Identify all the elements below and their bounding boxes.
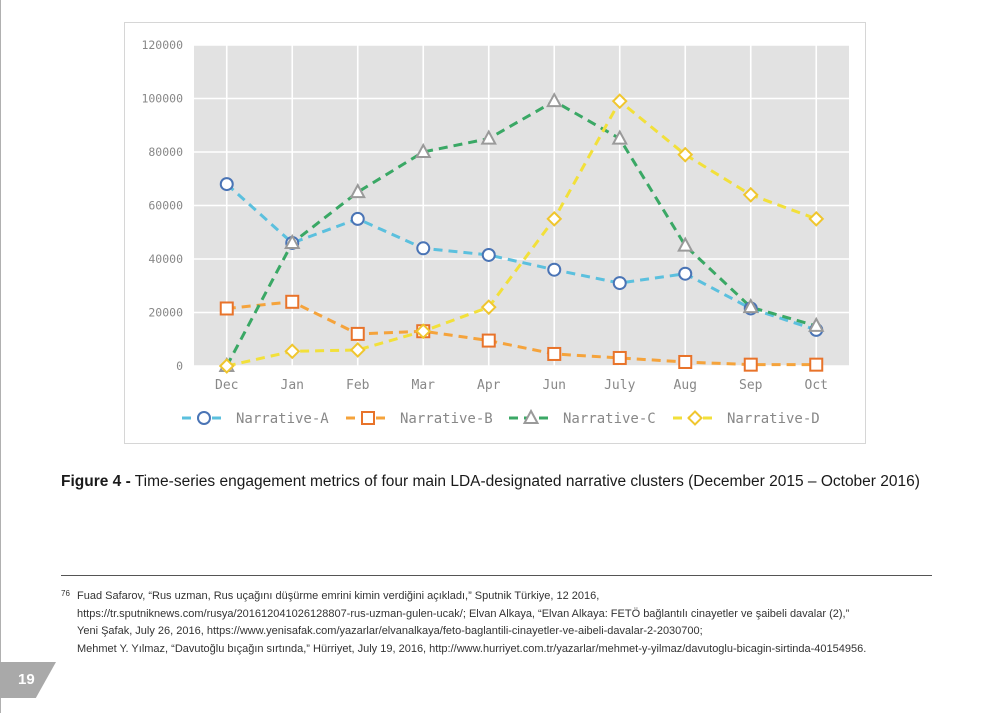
data-point-narrative-d bbox=[480, 299, 497, 316]
footnote-line[interactable]: Mehmet Y. Yılmaz, “Davutoğlu bıçağın sır… bbox=[77, 642, 867, 655]
line-chart: 0 20000 40000 60000 80000 100000 120000 Dec Jan F… bbox=[141, 38, 849, 427]
legend-label: Narrative-A bbox=[236, 411, 329, 427]
data-point-narrative-d bbox=[349, 342, 366, 358]
legend-marker bbox=[687, 410, 703, 426]
y-tick-label: 40000 bbox=[148, 252, 183, 266]
data-point-narrative-b bbox=[481, 333, 496, 348]
legend-marker bbox=[197, 411, 211, 425]
data-point-narrative-b bbox=[809, 357, 824, 372]
data-point-narrative-d bbox=[611, 93, 628, 110]
footnote: 76 Fuad Safarov, “Rus uzman, Rus uçağını… bbox=[61, 588, 941, 658]
data-point-narrative-a bbox=[219, 177, 234, 192]
footnote-line[interactable]: https://tr.sputniknews.com/rusya/2016120… bbox=[77, 607, 850, 620]
footnote-divider bbox=[61, 575, 932, 576]
data-point-narrative-d bbox=[546, 210, 563, 227]
series-line-narrative-b bbox=[226, 300, 817, 367]
data-point-narrative-a bbox=[612, 276, 627, 291]
legend-label: Narrative-B bbox=[400, 411, 493, 427]
y-tick-label: 120000 bbox=[141, 38, 183, 52]
x-tick-label: Sep bbox=[739, 378, 763, 393]
x-tick-label: Aug bbox=[674, 378, 697, 393]
page-edge-rule bbox=[0, 0, 1, 713]
footnote-line: Fuad Safarov, “Rus uzman, Rus uçağını dü… bbox=[77, 590, 600, 602]
data-point-narrative-b bbox=[612, 350, 627, 365]
data-point-narrative-c bbox=[284, 233, 301, 249]
y-tick-label: 60000 bbox=[148, 199, 183, 213]
data-point-narrative-a bbox=[350, 211, 365, 226]
x-tick-label: Apr bbox=[477, 378, 501, 393]
footnote-line[interactable]: Yeni Şafak, July 26, 2016, https://www.y… bbox=[77, 625, 703, 637]
data-point-narrative-d bbox=[742, 186, 759, 203]
data-point-narrative-c bbox=[415, 142, 432, 158]
page-number-tab: 19 bbox=[0, 662, 56, 698]
data-point-narrative-a bbox=[416, 241, 431, 256]
data-point-narrative-a bbox=[678, 266, 693, 281]
x-tick-label: Feb bbox=[346, 378, 370, 393]
data-point-narrative-d bbox=[284, 343, 301, 360]
x-tick-label: Jan bbox=[281, 378, 304, 393]
legend-label: Narrative-C bbox=[563, 411, 656, 427]
x-tick-label: Dec bbox=[215, 378, 238, 393]
legend-marker bbox=[522, 408, 540, 424]
data-point-narrative-d bbox=[415, 323, 432, 340]
series-line-narrative-a bbox=[225, 182, 817, 332]
data-point-narrative-b bbox=[285, 294, 300, 309]
data-point-narrative-b bbox=[350, 326, 365, 341]
footnote-number: 76 bbox=[61, 589, 70, 598]
data-point-narrative-b bbox=[678, 354, 693, 369]
legend-label: Narrative-D bbox=[727, 411, 820, 427]
data-point-narrative-c bbox=[480, 129, 497, 145]
x-tick-label: July bbox=[604, 378, 635, 393]
data-point-narrative-c bbox=[808, 316, 825, 332]
x-tick-label: Jun bbox=[543, 378, 566, 393]
figure-caption-label: Figure 4 - bbox=[61, 473, 131, 490]
data-point-narrative-b bbox=[743, 357, 758, 372]
data-point-narrative-d bbox=[677, 146, 694, 163]
data-point-narrative-c bbox=[742, 298, 759, 314]
data-point-narrative-c bbox=[677, 236, 694, 252]
data-point-narrative-a bbox=[547, 262, 562, 277]
legend-marker bbox=[361, 411, 375, 425]
y-tick-label: 80000 bbox=[148, 145, 183, 159]
data-point-narrative-c bbox=[611, 129, 628, 145]
series-line-narrative-d bbox=[226, 98, 817, 368]
data-point-narrative-b bbox=[547, 346, 562, 361]
y-tick-label: 0 bbox=[176, 359, 183, 373]
figure-caption-text: Time-series engagement metrics of four m… bbox=[130, 473, 920, 490]
data-point-narrative-d bbox=[808, 210, 825, 227]
series-line-narrative-c bbox=[225, 99, 817, 367]
data-point-narrative-c bbox=[546, 92, 563, 108]
y-tick-label: 20000 bbox=[148, 306, 183, 320]
y-tick-label: 100000 bbox=[141, 92, 183, 106]
data-point-narrative-d bbox=[218, 358, 235, 374]
figure-caption: Figure 4 - Time-series engagement metric… bbox=[61, 473, 961, 491]
page-number: 19 bbox=[18, 671, 35, 688]
x-tick-label: Mar bbox=[412, 378, 436, 393]
figure-frame: 0 20000 40000 60000 80000 100000 120000 Dec Jan F… bbox=[124, 22, 866, 444]
x-tick-label: Oct bbox=[805, 378, 828, 393]
data-point-narrative-a bbox=[481, 247, 496, 262]
data-point-narrative-c bbox=[349, 183, 366, 199]
data-point-narrative-b bbox=[219, 301, 234, 316]
